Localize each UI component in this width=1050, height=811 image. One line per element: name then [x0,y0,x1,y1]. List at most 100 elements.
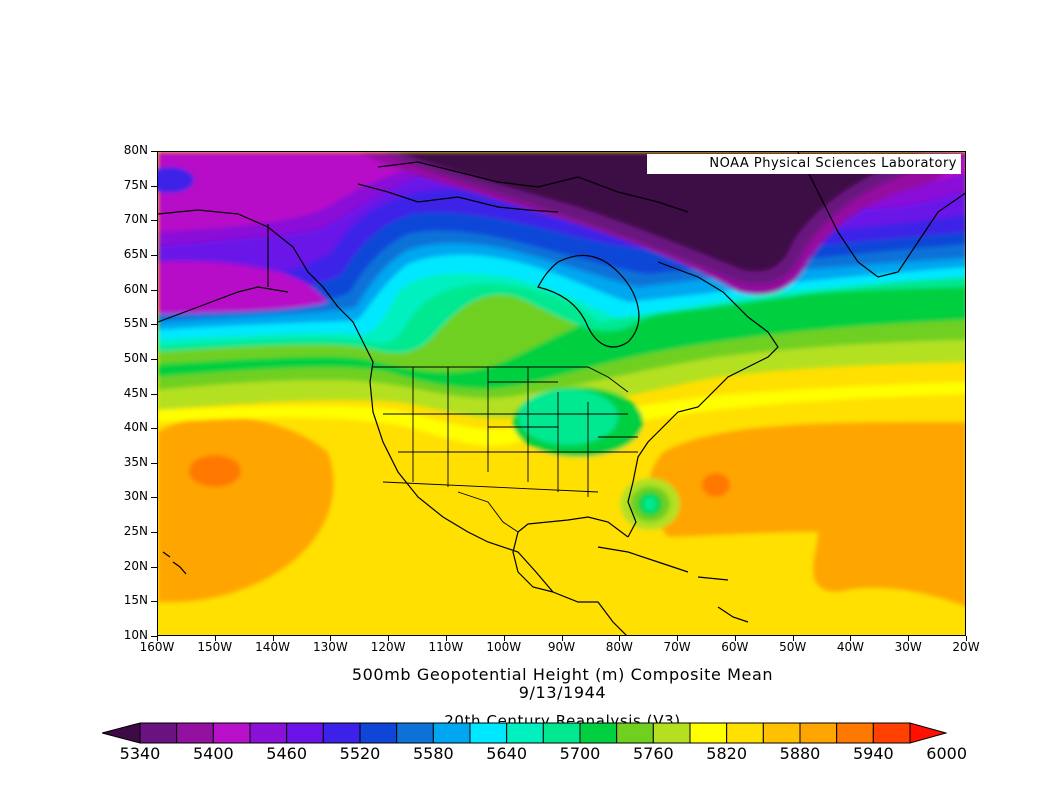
chart-date: 9/13/1944 [518,683,607,702]
colorbar-swatch [469,722,508,744]
longitude-tick [561,636,563,641]
colorbar-swatch [506,722,544,744]
longitude-tick [503,636,505,641]
latitude-tick [151,151,157,152]
latitude-tick [151,220,157,222]
latitude-label: 35N [123,454,148,469]
longitude-label: 150W [197,640,233,654]
colorbar-label: 5520 [339,744,381,763]
longitude-tick [908,636,910,641]
colorbar-label: 5640 [486,744,528,763]
longitude-label: 50W [779,640,807,654]
credit-label: NOAA Physical Sciences Laboratory [647,154,961,174]
colorbar-swatch [799,722,838,744]
coastlines [158,152,965,635]
latitude-label: 20N [123,558,148,573]
colorbar-label: 6000 [926,744,968,763]
colorbar-arrow-low [102,722,141,744]
colorbar-swatch [726,722,764,744]
map-panel: NOAA Physical Sciences Laboratory [157,151,966,636]
longitude-tick [966,636,967,641]
latitude-label: 15N [123,593,148,608]
colorbar-swatch [762,722,801,744]
colorbar-label: 5580 [412,744,454,763]
latitude-tick [151,532,157,534]
latitude-label: 10N [123,628,148,642]
latitude-label: 40N [123,420,148,435]
longitude-tick [388,636,390,641]
longitude-label: 60W [721,640,749,654]
colorbar-label: 5460 [266,744,308,763]
latitude-tick [151,497,157,499]
colorbar-swatch [689,722,728,744]
colorbar-label: 5940 [852,744,894,763]
longitude-label: 110W [428,640,464,654]
longitude-label: 70W [663,640,691,654]
colorbar-swatch [212,722,251,744]
longitude-tick [157,636,158,641]
latitude-tick [151,566,157,568]
longitude-tick [330,636,332,641]
colorbar-label: 5880 [779,744,821,763]
colorbar-swatch [176,722,214,744]
longitude-label: 40W [836,640,864,654]
latitude-tick [151,289,157,291]
colorbar-swatch [396,722,434,744]
colorbar-swatch [322,722,361,744]
latitude-label: 45N [123,385,148,400]
latitude-label: 55N [123,316,148,331]
latitude-tick [151,601,157,603]
longitude-tick [272,636,274,641]
colorbar-label: 5820 [706,744,748,763]
colorbar-swatch [579,722,618,744]
colorbar-swatch [249,722,288,744]
latitude-tick [151,393,157,395]
longitude-tick [734,636,736,641]
colorbar-swatch [359,722,398,744]
colorbar-swatch [836,722,874,744]
longitude-label: 130W [312,640,348,654]
longitude-tick [850,636,852,641]
colorbar-swatch [652,722,691,744]
longitude-label: 100W [486,640,522,654]
chart-title: 500mb Geopotential Height (m) Composite … [351,665,774,684]
latitude-tick [151,254,157,256]
longitude-label: 80W [605,640,633,654]
latitude-tick [151,636,157,637]
latitude-label: 80N [123,143,148,157]
colorbar-label: 5400 [192,744,234,763]
longitude-label: 140W [255,640,290,654]
colorbar-swatch [432,722,471,744]
state-borders [373,366,638,533]
latitude-label: 75N [123,177,148,192]
longitude-label: 20W [952,640,980,654]
latitude-tick [151,324,157,326]
latitude-label: 65N [123,246,148,261]
longitude-label: 90W [547,640,576,654]
latitude-tick [151,462,157,464]
longitude-label: 30W [894,640,922,654]
colorbar-swatch [872,722,911,744]
colorbar-label: 5340 [119,744,161,763]
longitude-tick [619,636,621,641]
colorbar-swatch [139,722,178,744]
longitude-label: 160W [139,640,175,654]
longitude-label: 120W [370,640,406,654]
colorbar [102,722,947,744]
longitude-tick [792,636,794,641]
latitude-tick [151,358,157,360]
latitude-label: 50N [123,350,148,365]
latitude-tick [151,428,157,430]
colorbar-swatch [286,722,324,744]
longitude-tick [214,636,216,641]
longitude-tick [445,636,447,641]
colorbar-label: 5700 [559,744,601,763]
colorbar-swatch [542,722,581,744]
geopotential-height-map [158,152,965,635]
latitude-label: 60N [123,281,148,296]
latitude-label: 25N [123,524,148,539]
colorbar-arrow-high [909,722,947,744]
latitude-label: 30N [123,489,148,504]
longitude-tick [677,636,679,641]
colorbar-label: 5760 [632,744,674,763]
